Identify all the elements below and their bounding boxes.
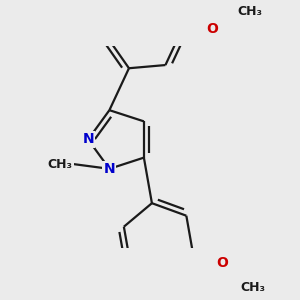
Text: N: N [82, 133, 94, 146]
Text: CH₃: CH₃ [240, 281, 265, 294]
Text: O: O [217, 256, 229, 270]
Text: N: N [103, 162, 115, 176]
Text: CH₃: CH₃ [48, 158, 73, 170]
Text: O: O [207, 22, 218, 36]
Text: CH₃: CH₃ [238, 5, 263, 18]
